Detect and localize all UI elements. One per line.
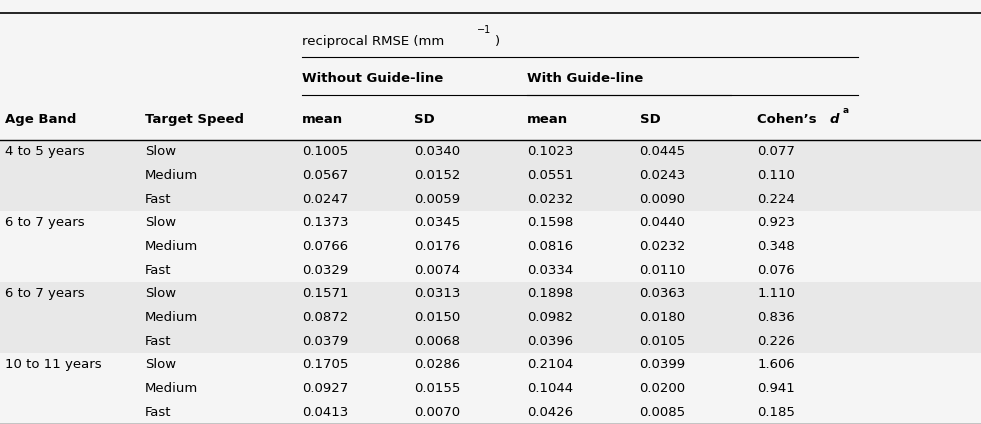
Text: 1.606: 1.606 <box>757 358 795 371</box>
Text: 0.185: 0.185 <box>757 406 796 418</box>
Text: 0.941: 0.941 <box>757 382 795 395</box>
Text: 0.1023: 0.1023 <box>527 145 573 158</box>
Text: Medium: Medium <box>145 382 198 395</box>
Text: 0.2104: 0.2104 <box>527 358 573 371</box>
Text: 0.0440: 0.0440 <box>640 216 686 229</box>
Text: Fast: Fast <box>145 264 172 276</box>
Text: 0.1898: 0.1898 <box>527 287 573 300</box>
Text: 0.0150: 0.0150 <box>414 311 460 324</box>
Text: a: a <box>843 106 849 115</box>
Text: 0.224: 0.224 <box>757 192 796 206</box>
Text: Slow: Slow <box>145 216 177 229</box>
FancyBboxPatch shape <box>0 282 981 306</box>
Text: 0.0379: 0.0379 <box>302 335 348 348</box>
Text: 0.0247: 0.0247 <box>302 192 348 206</box>
FancyBboxPatch shape <box>0 306 981 329</box>
Text: 0.0085: 0.0085 <box>640 406 686 418</box>
Text: ): ) <box>495 35 500 47</box>
Text: 0.0551: 0.0551 <box>527 169 573 182</box>
FancyBboxPatch shape <box>0 187 981 211</box>
Text: −1: −1 <box>477 25 491 35</box>
FancyBboxPatch shape <box>0 164 981 187</box>
Text: 0.0329: 0.0329 <box>302 264 348 276</box>
Text: d: d <box>830 113 839 126</box>
Text: 0.0180: 0.0180 <box>640 311 686 324</box>
Text: 0.348: 0.348 <box>757 240 795 253</box>
Text: 0.0059: 0.0059 <box>414 192 460 206</box>
Text: 0.0363: 0.0363 <box>640 287 686 300</box>
Text: 4 to 5 years: 4 to 5 years <box>5 145 84 158</box>
Text: 0.0243: 0.0243 <box>640 169 686 182</box>
Text: 0.1705: 0.1705 <box>302 358 348 371</box>
Text: 0.0927: 0.0927 <box>302 382 348 395</box>
Text: 1.110: 1.110 <box>757 287 796 300</box>
Text: 0.1571: 0.1571 <box>302 287 348 300</box>
Text: 0.1373: 0.1373 <box>302 216 348 229</box>
Text: 0.0872: 0.0872 <box>302 311 348 324</box>
Text: 0.0445: 0.0445 <box>640 145 686 158</box>
Text: 0.0155: 0.0155 <box>414 382 460 395</box>
Text: Slow: Slow <box>145 287 177 300</box>
Text: Slow: Slow <box>145 145 177 158</box>
Text: Cohen’s: Cohen’s <box>757 113 821 126</box>
Text: 0.1005: 0.1005 <box>302 145 348 158</box>
Text: Medium: Medium <box>145 169 198 182</box>
Text: Without Guide-line: Without Guide-line <box>302 72 443 85</box>
Text: 0.0090: 0.0090 <box>640 192 686 206</box>
Text: 0.1598: 0.1598 <box>527 216 573 229</box>
Text: 0.0982: 0.0982 <box>527 311 573 324</box>
FancyBboxPatch shape <box>0 329 981 353</box>
Text: Medium: Medium <box>145 311 198 324</box>
Text: 0.0340: 0.0340 <box>414 145 460 158</box>
FancyBboxPatch shape <box>0 140 981 164</box>
Text: 0.0816: 0.0816 <box>527 240 573 253</box>
Text: 10 to 11 years: 10 to 11 years <box>5 358 101 371</box>
Text: 0.226: 0.226 <box>757 335 796 348</box>
Text: SD: SD <box>640 113 660 126</box>
Text: 0.0200: 0.0200 <box>640 382 686 395</box>
Text: 6 to 7 years: 6 to 7 years <box>5 216 84 229</box>
Text: 0.076: 0.076 <box>757 264 795 276</box>
Text: Age Band: Age Band <box>5 113 77 126</box>
Text: 0.0567: 0.0567 <box>302 169 348 182</box>
Text: 0.1044: 0.1044 <box>527 382 573 395</box>
Text: 6 to 7 years: 6 to 7 years <box>5 287 84 300</box>
Text: Slow: Slow <box>145 358 177 371</box>
Text: 0.0426: 0.0426 <box>527 406 573 418</box>
Text: Medium: Medium <box>145 240 198 253</box>
Text: mean: mean <box>302 113 343 126</box>
Text: 0.0152: 0.0152 <box>414 169 460 182</box>
Text: 0.077: 0.077 <box>757 145 796 158</box>
Text: Fast: Fast <box>145 192 172 206</box>
Text: 0.0286: 0.0286 <box>414 358 460 371</box>
Text: Target Speed: Target Speed <box>145 113 244 126</box>
Text: 0.0232: 0.0232 <box>640 240 686 253</box>
Text: 0.0334: 0.0334 <box>527 264 573 276</box>
Text: 0.0105: 0.0105 <box>640 335 686 348</box>
Text: 0.0345: 0.0345 <box>414 216 460 229</box>
Text: Fast: Fast <box>145 406 172 418</box>
Text: 0.0070: 0.0070 <box>414 406 460 418</box>
Text: 0.923: 0.923 <box>757 216 796 229</box>
Text: 0.0110: 0.0110 <box>640 264 686 276</box>
Text: 0.0396: 0.0396 <box>527 335 573 348</box>
Text: 0.0766: 0.0766 <box>302 240 348 253</box>
Text: 0.110: 0.110 <box>757 169 796 182</box>
Text: Fast: Fast <box>145 335 172 348</box>
Text: mean: mean <box>527 113 568 126</box>
Text: 0.0176: 0.0176 <box>414 240 460 253</box>
Text: 0.0068: 0.0068 <box>414 335 460 348</box>
Text: 0.0399: 0.0399 <box>640 358 686 371</box>
Text: reciprocal RMSE (mm: reciprocal RMSE (mm <box>302 35 444 47</box>
Text: 0.0413: 0.0413 <box>302 406 348 418</box>
Text: SD: SD <box>414 113 435 126</box>
Text: 0.0313: 0.0313 <box>414 287 460 300</box>
Text: 0.0232: 0.0232 <box>527 192 573 206</box>
Text: With Guide-line: With Guide-line <box>527 72 644 85</box>
Text: 0.836: 0.836 <box>757 311 795 324</box>
Text: 0.0074: 0.0074 <box>414 264 460 276</box>
